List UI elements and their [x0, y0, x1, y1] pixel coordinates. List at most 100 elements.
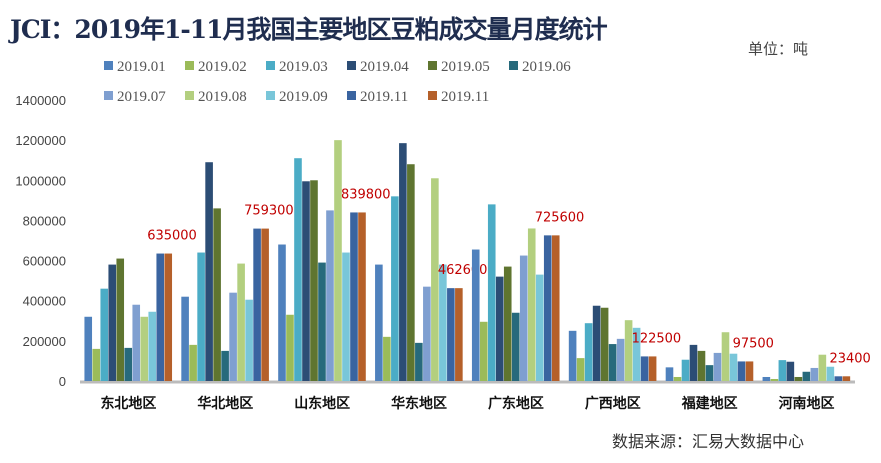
bar-2019.04-福建地区 [689, 344, 698, 381]
bar-2019.09-广东地区 [535, 274, 544, 381]
legend-swatch [428, 61, 437, 70]
bar-2019.11-华北地区 [261, 228, 269, 381]
bar-2019.11-广东地区 [551, 235, 560, 381]
bar-2019.04-华北地区 [205, 162, 213, 381]
bar-2019.05-华东地区 [407, 164, 415, 381]
bar-2019.09-河南地区 [826, 366, 835, 381]
bar-2019.07-华东地区 [423, 286, 431, 381]
bar-2019.06-华北地区 [221, 350, 229, 381]
bar-2019.11-广西地区 [648, 356, 657, 381]
bar-2019.04-广东地区 [495, 276, 504, 381]
bar-2019.05-东北地区 [116, 258, 125, 381]
bar-2019.04-华东地区 [399, 143, 407, 381]
bar-2019.11-河南地区 [842, 376, 851, 381]
data-label: 462600 [438, 263, 488, 278]
bar-2019.11-东北地区 [156, 253, 165, 381]
x-tick-label: 华东地区 [391, 395, 447, 412]
unit-label: 单位：吨 [748, 40, 809, 58]
legend-label: 2019.08 [198, 89, 247, 105]
data-label: 122500 [632, 331, 682, 346]
data-label: 839800 [341, 187, 391, 202]
x-tick-label: 河南地区 [779, 395, 835, 412]
legend-label: 2019.05 [441, 59, 490, 75]
legend-label: 2019.02 [198, 59, 247, 75]
bar-2019.02-华北地区 [189, 344, 197, 381]
data-label: 97500 [733, 336, 774, 351]
legend-swatch [347, 61, 356, 70]
legend-label: 2019.06 [522, 59, 571, 75]
bar-2019.07-山东地区 [326, 210, 334, 381]
bar-2019.07-广西地区 [616, 338, 625, 381]
legend-swatch [347, 91, 356, 100]
y-tick-label: 1200000 [15, 133, 66, 148]
legend-swatch [185, 61, 194, 70]
bar-2019.07-华北地区 [229, 292, 237, 381]
legend-swatch [185, 91, 194, 100]
legend-label: 2019.11 [360, 89, 408, 105]
bar-2019.04-东北地区 [108, 264, 117, 381]
legend-label: 2019.01 [117, 59, 166, 75]
bar-2019.01-东北地区 [84, 316, 93, 381]
bar-2019.11-华东地区 [455, 288, 463, 381]
y-tick-label: 1400000 [15, 93, 66, 108]
bar-2019.11-福建地区 [737, 361, 746, 381]
bar-2019.01-山东地区 [278, 244, 286, 381]
data-label: 635000 [147, 229, 197, 244]
legend-label: 2019.07 [117, 89, 166, 105]
bar-2019.01-华北地区 [181, 296, 189, 381]
bar-2019.07-广东地区 [519, 255, 528, 381]
legend-label: 2019.09 [279, 89, 328, 105]
bar-2019.09-东北地区 [148, 311, 157, 381]
legend-swatch [104, 61, 113, 70]
bar-2019.04-河南地区 [786, 361, 795, 381]
bar-2019.08-河南地区 [818, 354, 827, 381]
bar-2019.03-广东地区 [487, 204, 496, 381]
y-tick-label: 0 [59, 374, 66, 389]
bar-2019.11-华北地区 [253, 228, 261, 381]
bar-2019.06-广西地区 [608, 344, 617, 381]
bar-2019.11-广西地区 [640, 356, 649, 381]
legend-label: 2019.03 [279, 59, 328, 75]
bar-2019.08-华北地区 [237, 263, 245, 381]
bar-2019.11-东北地区 [164, 253, 173, 381]
data-label: 725600 [535, 210, 585, 225]
bar-2019.02-华东地区 [383, 336, 391, 381]
x-tick-label: 东北地区 [100, 395, 156, 412]
chart-title: JCI：2019年1-11月我国主要地区豆粕成交量月度统计 [10, 15, 608, 44]
bar-2019.11-山东地区 [358, 212, 366, 381]
y-tick-label: 800000 [23, 213, 66, 228]
bar-2019.03-山东地区 [294, 158, 302, 381]
bar-2019.03-福建地区 [681, 359, 690, 381]
bar-2019.02-河南地区 [770, 378, 779, 381]
bar-2019.04-广西地区 [592, 305, 601, 381]
bar-2019.05-河南地区 [794, 376, 803, 381]
bar-2019.02-东北地区 [92, 348, 101, 381]
bar-2019.03-广西地区 [584, 323, 593, 381]
bar-2019.06-东北地区 [124, 347, 133, 381]
legend-swatch [266, 91, 275, 100]
data-label: 23400 [829, 351, 870, 366]
bar-2019.02-广东地区 [479, 321, 488, 381]
y-tick-label: 200000 [23, 334, 66, 349]
bar-2019.09-福建地区 [729, 353, 738, 381]
bar-2019.08-福建地区 [721, 332, 730, 381]
x-tick-label: 华北地区 [197, 395, 253, 412]
source-label: 数据来源：汇易大数据中心 [612, 432, 805, 451]
bar-2019.01-河南地区 [762, 376, 771, 381]
bar-2019.05-华北地区 [213, 208, 221, 381]
bar-2019.08-山东地区 [334, 140, 342, 381]
legend-swatch [428, 91, 437, 100]
bar-2019.03-华东地区 [391, 196, 399, 381]
bar-2019.08-华东地区 [431, 178, 439, 381]
bar-2019.06-山东地区 [318, 262, 326, 381]
bar-2019.09-华北地区 [245, 299, 253, 381]
bar-2019.05-山东地区 [310, 180, 318, 381]
legend-label: 2019.04 [360, 59, 409, 75]
bar-2019.04-山东地区 [302, 181, 310, 381]
x-tick-label: 广西地区 [585, 395, 641, 412]
bar-2019.08-广东地区 [527, 228, 536, 381]
data-label: 759300 [244, 204, 294, 219]
x-tick-label: 福建地区 [681, 395, 738, 412]
bar-2019.01-广东地区 [471, 249, 480, 381]
